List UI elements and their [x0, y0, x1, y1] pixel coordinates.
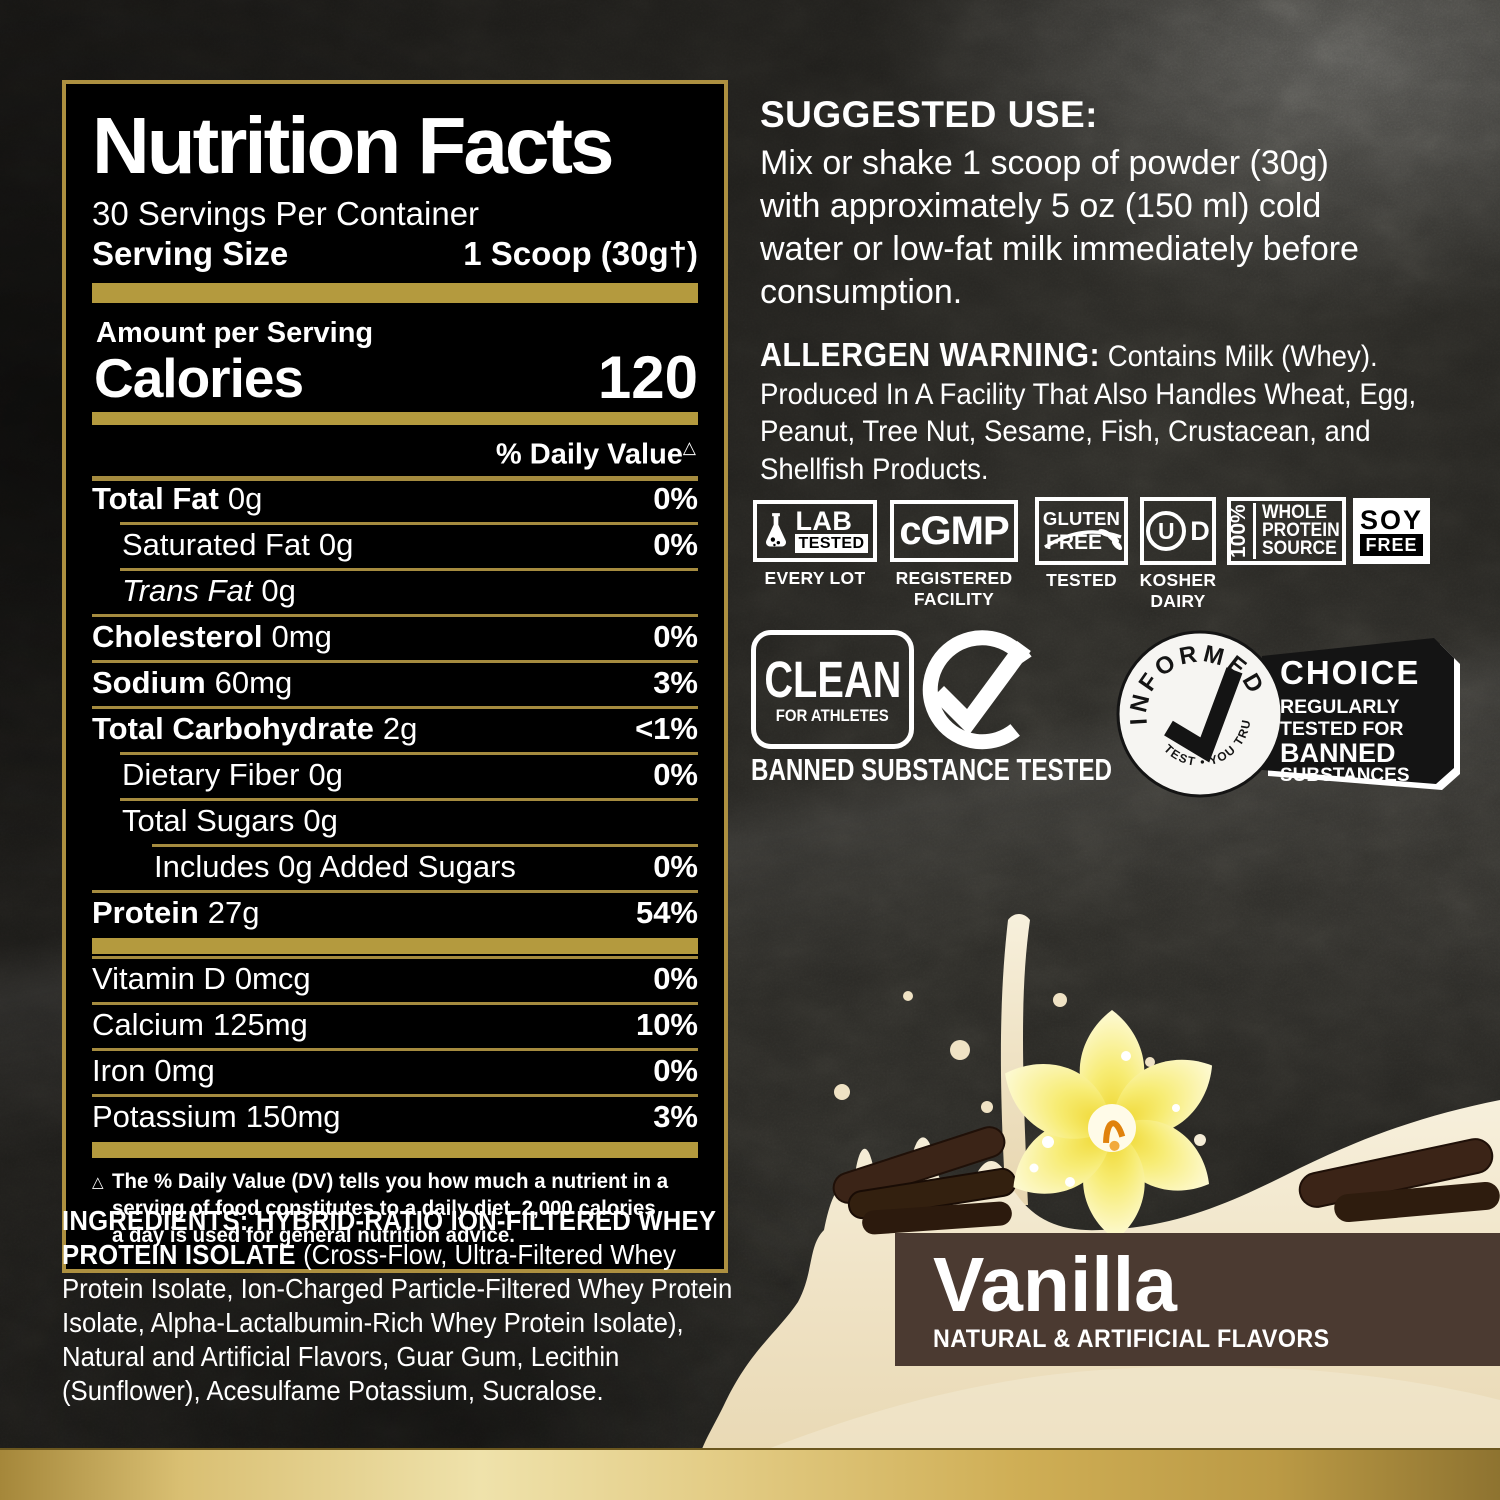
serving-size-row: Serving Size 1 Scoop (30g†)	[92, 234, 698, 274]
nutrient-row: Saturated Fat 0g 0%	[92, 521, 698, 568]
allergen-warning: ALLERGEN WARNING: Contains Milk (Whey). …	[760, 336, 1417, 486]
lab-tested-badge: LAB TESTED	[753, 500, 877, 562]
flavor-box: Vanilla NATURAL & ARTIFICIAL FLAVORS	[895, 1233, 1500, 1366]
serving-size-label: Serving Size	[92, 235, 289, 272]
flask-icon	[766, 513, 787, 547]
clean-for-athletes-badge: CLEAN FOR ATHLETES	[751, 630, 914, 749]
serving-size-value: 1 Scoop (30g†)	[463, 235, 698, 272]
nutrient-row: Trans Fat 0g	[92, 567, 698, 614]
soy-free-badge: SOY FREE	[1353, 498, 1430, 564]
gold-footer-bar	[0, 1448, 1500, 1500]
daily-value-footnote-mark: △	[682, 438, 696, 457]
calories-row: Calories 120	[92, 344, 698, 411]
suggested-use-body: Mix or shake 1 scoop of powder (30g) wit…	[760, 144, 1359, 311]
svg-text:BANNED: BANNED	[1280, 738, 1396, 768]
cgmp-badge: cGMP	[890, 500, 1018, 562]
calories-value: 120	[597, 344, 698, 411]
nutrient-row: Sodium 60mg 3%	[92, 659, 698, 706]
flavor-name: Vanilla	[933, 1241, 1177, 1328]
nutrient-row: Cholesterol 0mg 0%	[92, 613, 698, 660]
informed-choice-title: CHOICE	[1280, 654, 1420, 691]
calories-label: Calories	[94, 347, 304, 409]
panel-title: Nutrition Facts	[92, 101, 614, 190]
lab-tested-caption: EVERY LOT	[764, 568, 866, 588]
nutrient-row: Total Fat 0g 0%	[92, 475, 698, 522]
kosher-dairy-badge: U D	[1140, 497, 1216, 565]
wheat-icon	[1044, 528, 1123, 551]
daily-value-label: % Daily Value	[495, 438, 683, 471]
nutrient-row: Includes 0g Added Sugars 0%	[92, 843, 698, 890]
svg-text:SUBSTANCES: SUBSTANCES	[1280, 765, 1410, 786]
daily-value-header: % Daily Value△	[92, 425, 698, 476]
clean-check-logo	[922, 630, 1032, 750]
svg-text:TESTED FOR: TESTED FOR	[1280, 718, 1404, 740]
whole-protein-source-badge: 100% WHOLE PROTEIN SOURCE	[1226, 497, 1346, 565]
vanilla-bean-illustration	[1298, 1138, 1500, 1223]
svg-text:REGULARLY: REGULARLY	[1280, 696, 1400, 718]
kosher-u-icon: U	[1146, 511, 1187, 551]
allergen-warning-label: ALLERGEN WARNING:	[760, 336, 1101, 373]
flavor-subtitle: NATURAL & ARTIFICIAL FLAVORS	[933, 1324, 1330, 1353]
servings-per-container: 30 Servings Per Container	[92, 195, 480, 232]
suggested-use-title: SUGGESTED USE:	[760, 94, 1098, 135]
divider-thick	[92, 283, 698, 303]
informed-choice-seal: INFORMED WE TEST • YOU TRUST CHOICE REGU…	[1112, 622, 1460, 798]
gluten-free-badge: GLUTEN FREE	[1035, 497, 1128, 565]
nutrient-row: Total Carbohydrate 2g <1%	[92, 705, 698, 752]
kosher-dairy-caption: KOSHER DAIRY	[1139, 570, 1217, 611]
divider-medium	[92, 412, 698, 425]
vanilla-flower-illustration	[1005, 1010, 1213, 1240]
gluten-free-caption: TESTED	[1046, 570, 1117, 590]
nutrient-row: Dietary Fiber 0g 0%	[92, 751, 698, 798]
nutrient-row: Total Sugars 0g	[92, 797, 698, 844]
cgmp-caption: REGISTERED FACILITY	[895, 568, 1013, 609]
